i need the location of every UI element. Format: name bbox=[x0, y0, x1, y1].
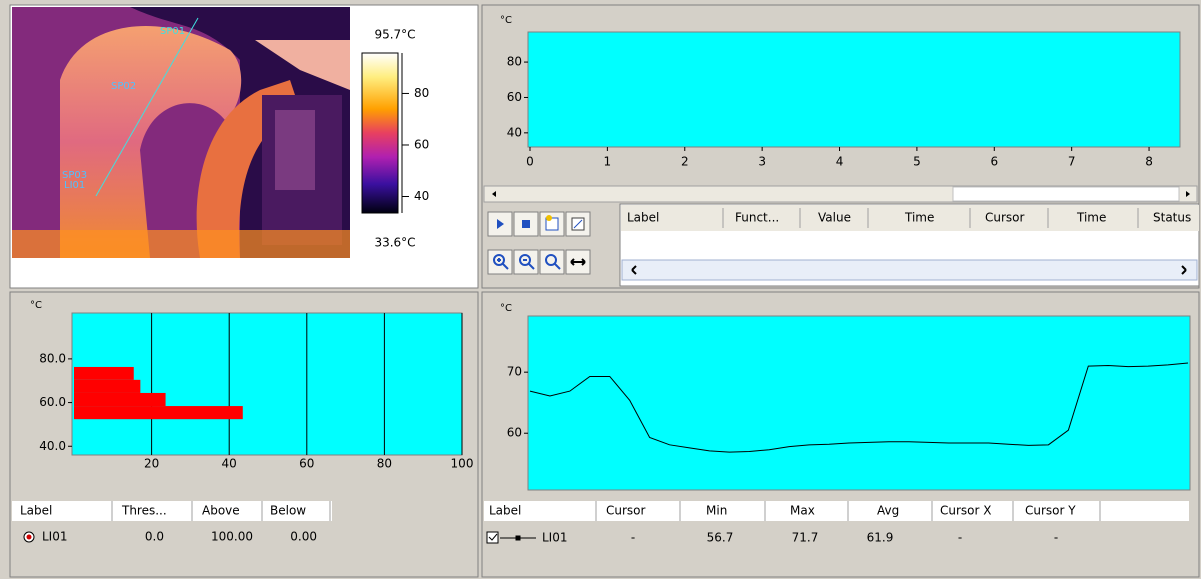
cell: - bbox=[1054, 531, 1058, 545]
column-header: Funct... bbox=[735, 211, 779, 225]
color-bar bbox=[362, 53, 398, 213]
checkbox[interactable] bbox=[487, 532, 498, 543]
column-header: Max bbox=[790, 504, 815, 518]
scrollbar-thumb[interactable] bbox=[953, 187, 1179, 201]
column-header: Cursor Y bbox=[1025, 504, 1076, 518]
cell: LI01 bbox=[542, 531, 568, 545]
y-unit: °C bbox=[30, 300, 42, 311]
column-header: Value bbox=[818, 211, 851, 225]
y-tick-label: 80.0 bbox=[39, 351, 66, 365]
plot-area bbox=[528, 32, 1180, 147]
column-header: Cursor bbox=[985, 211, 1025, 225]
x-tick-label: 8 bbox=[1145, 155, 1153, 169]
y-tick-label: 80 bbox=[507, 55, 522, 69]
column-header: Time bbox=[904, 211, 934, 225]
y-tick-label: 60.0 bbox=[39, 395, 66, 409]
bar bbox=[74, 380, 140, 393]
bar bbox=[74, 406, 243, 419]
column-header: Cursor bbox=[606, 504, 646, 518]
cell: - bbox=[958, 531, 962, 545]
column-header: Label bbox=[489, 504, 521, 518]
cell: 0.0 bbox=[145, 530, 164, 544]
column-header: Min bbox=[706, 504, 727, 518]
x-tick-label: 3 bbox=[758, 155, 766, 169]
column-header: Below bbox=[270, 504, 306, 518]
zoom-auto-button[interactable] bbox=[540, 250, 564, 274]
x-tick-label: 7 bbox=[1068, 155, 1076, 169]
radio-dot bbox=[27, 535, 32, 540]
x-tick-label: 20 bbox=[144, 457, 159, 471]
h-scrollbar[interactable] bbox=[622, 260, 1197, 280]
app-window: 95.7°C 33.6°C SP01 SP02 SP03 LI01 °C °C … bbox=[0, 0, 1201, 579]
spot-label: SP02 bbox=[111, 81, 136, 92]
tick-label: 80 bbox=[414, 86, 429, 100]
cell: 71.7 bbox=[792, 531, 819, 545]
y-unit: °C bbox=[500, 15, 512, 26]
x-tick-label: 60 bbox=[299, 457, 314, 471]
x-tick-label: 40 bbox=[222, 457, 237, 471]
cell: LI01 bbox=[42, 530, 68, 544]
cell: 100.00 bbox=[211, 530, 253, 544]
y-tick-label: 60 bbox=[507, 90, 522, 104]
y-tick-label: 40.0 bbox=[39, 439, 66, 453]
tick-label: 60 bbox=[414, 137, 429, 151]
scale-max: 95.7°C bbox=[374, 28, 415, 42]
cell: 61.9 bbox=[867, 531, 894, 545]
column-header: Thres... bbox=[121, 504, 167, 518]
column-header: Label bbox=[20, 504, 52, 518]
x-tick-label: 5 bbox=[913, 155, 921, 169]
scale-min: 33.6°C bbox=[374, 236, 415, 250]
bar bbox=[74, 367, 134, 380]
tick-label: 40 bbox=[414, 189, 429, 203]
y-unit: °C bbox=[500, 303, 512, 314]
thermal-image bbox=[12, 7, 350, 258]
column-header: Status bbox=[1153, 211, 1191, 225]
spot-label: LI01 bbox=[64, 180, 85, 191]
plot-area bbox=[528, 316, 1190, 490]
x-tick-label: 100 bbox=[451, 457, 474, 471]
x-tick-label: 2 bbox=[681, 155, 689, 169]
column-header: Avg bbox=[877, 504, 899, 518]
x-tick-label: 1 bbox=[604, 155, 612, 169]
bar bbox=[74, 393, 166, 406]
x-tick-label: 80 bbox=[377, 457, 392, 471]
column-header: Label bbox=[627, 211, 659, 225]
column-header: Time bbox=[1076, 211, 1106, 225]
cell: 0.00 bbox=[290, 530, 317, 544]
y-tick-label: 60 bbox=[507, 426, 522, 440]
x-tick-label: 4 bbox=[836, 155, 844, 169]
table-header bbox=[484, 501, 1189, 521]
y-tick-label: 40 bbox=[507, 125, 522, 139]
cell: 56.7 bbox=[707, 531, 734, 545]
column-header: Above bbox=[202, 504, 240, 518]
spot-label: SP01 bbox=[160, 26, 185, 37]
zoom-out-button[interactable] bbox=[514, 250, 538, 274]
x-tick-label: 0 bbox=[526, 155, 534, 169]
cell: - bbox=[631, 531, 635, 545]
y-tick-label: 70 bbox=[507, 365, 522, 379]
column-header: Cursor X bbox=[940, 504, 991, 518]
x-tick-label: 6 bbox=[990, 155, 998, 169]
